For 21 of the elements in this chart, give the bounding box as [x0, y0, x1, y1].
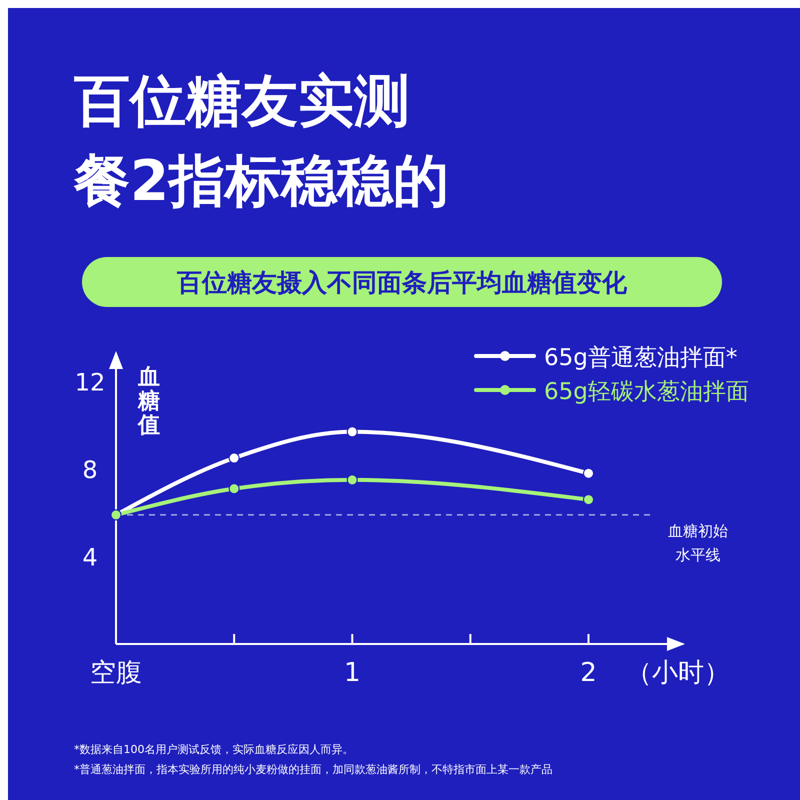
- x-tick-label: 2: [580, 658, 597, 688]
- y-tick-label: 12: [74, 368, 106, 396]
- point: [228, 483, 240, 494]
- point: [346, 474, 358, 486]
- point: [583, 468, 594, 479]
- legend-label: 65g轻碳水葱油拌面: [544, 379, 749, 405]
- y-tick-label: 8: [82, 456, 98, 484]
- chart-subtitle: 百位糖友摄入不同面条后平均血糖值变化: [176, 268, 628, 297]
- ref-line-label: 血糖初始水平线: [668, 522, 728, 564]
- point: [346, 426, 358, 438]
- legend-label: 65g普通葱油拌面*: [544, 345, 738, 371]
- text: *数据来自100名用户测试反馈，实际血糖反应因人而异。: [74, 743, 354, 756]
- x-axis-title: （小时）: [626, 658, 730, 688]
- y-tick-label: 4: [82, 543, 98, 572]
- x-tick-label: 1: [344, 658, 361, 688]
- chart-title: 百位糖友实测餐2指标稳稳的: [73, 69, 449, 214]
- x-tick-label: 空腹: [90, 658, 142, 688]
- point: [228, 452, 240, 464]
- text: *普通葱油拌面，指本实验所用的纯小麦粉做的挂面，加同款葱油酱所制，不特指市面上某一款产品: [74, 763, 552, 776]
- y-axis-title: 血糖值: [137, 365, 160, 438]
- point: [583, 494, 594, 506]
